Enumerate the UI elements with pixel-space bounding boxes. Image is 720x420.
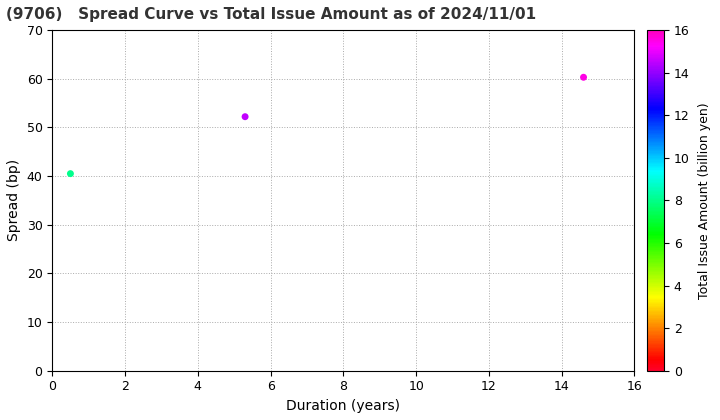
- Y-axis label: Total Issue Amount (billion yen): Total Issue Amount (billion yen): [698, 102, 711, 299]
- X-axis label: Duration (years): Duration (years): [287, 399, 400, 413]
- Point: [577, 74, 589, 81]
- Y-axis label: Spread (bp): Spread (bp): [7, 159, 21, 242]
- Point: [65, 170, 76, 177]
- Text: (9706)   Spread Curve vs Total Issue Amount as of 2024/11/01: (9706) Spread Curve vs Total Issue Amoun…: [6, 7, 536, 22]
- Point: [239, 113, 251, 120]
